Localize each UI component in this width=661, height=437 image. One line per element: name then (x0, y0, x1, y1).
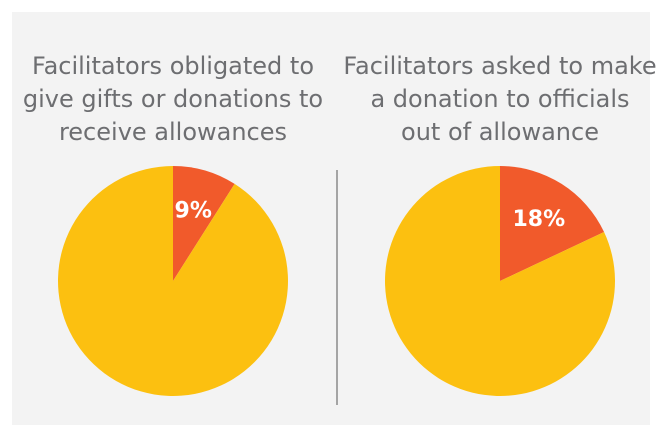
pie-slice (500, 166, 605, 281)
chart-title: a donation to officials (370, 85, 629, 113)
chart-title: Facilitators asked to make (343, 52, 656, 80)
pie-slice (173, 166, 235, 281)
data-label: 18% (512, 207, 565, 232)
chart-title: out of allowance (401, 118, 599, 146)
chart-title: give gifts or donations to (23, 85, 323, 113)
chart-title: Facilitators obligated to (32, 52, 314, 80)
pie-slice (384, 166, 615, 397)
pie-slice (58, 166, 289, 396)
chart-title: receive allowances (59, 118, 287, 146)
data-label: 9% (175, 198, 212, 223)
